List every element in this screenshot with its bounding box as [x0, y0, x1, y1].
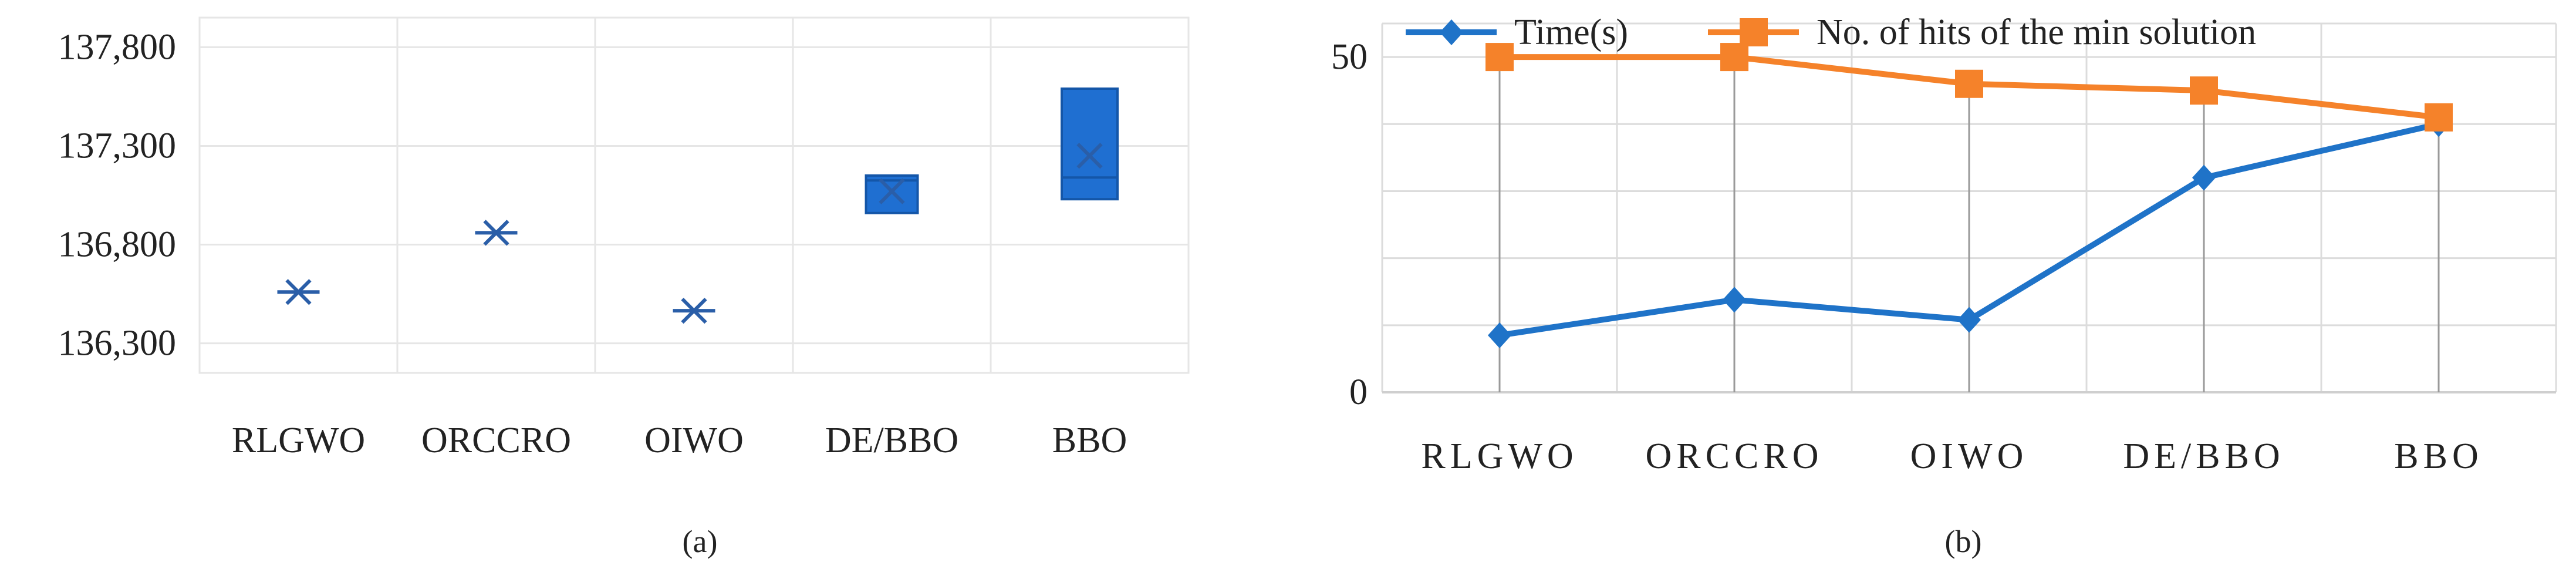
y-tick-label-b: 50 — [1331, 37, 1368, 77]
x-tick-label-a: DE/BBO — [825, 420, 958, 460]
y-tick-label-b: 0 — [1349, 372, 1368, 412]
y-tick-label-a: 136,800 — [58, 225, 177, 265]
data-point-diamond — [1488, 322, 1511, 348]
y-tick-label-a: 137,800 — [58, 27, 177, 67]
data-point-diamond — [1957, 307, 1981, 333]
data-point-diamond — [2192, 164, 2216, 191]
data-point-square — [1720, 43, 1748, 72]
data-point-square — [1955, 69, 1983, 98]
mean-marker — [1076, 143, 1103, 169]
x-tick-label-b: BBO — [2394, 436, 2483, 476]
mean-marker — [681, 298, 707, 324]
data-point-square — [2425, 103, 2453, 132]
box-4 — [1061, 88, 1119, 201]
box-3 — [865, 174, 919, 214]
data-point-diamond — [1723, 287, 1746, 313]
x-tick-label-b: OIWO — [1910, 436, 2028, 476]
legend-marker-diamond — [1440, 19, 1463, 45]
data-point-square — [1485, 43, 1514, 72]
x-tick-label-a: OIWO — [644, 420, 744, 460]
y-tick-label-a: 136,300 — [58, 324, 177, 364]
y-tick-label-a: 137,300 — [58, 126, 177, 166]
x-tick-label-a: RLGWO — [232, 420, 365, 460]
x-tick-label-b: RLGWO — [1421, 436, 1578, 476]
mean-marker — [285, 279, 312, 305]
legend-marker-square — [1740, 18, 1768, 46]
x-tick-label-b: DE/BBO — [2123, 436, 2284, 476]
data-point-square — [2190, 76, 2218, 105]
legend-label: No. of hits of the min solution — [1817, 12, 2256, 52]
plot-area-a — [198, 16, 1190, 374]
panel-label-a: (a) — [683, 524, 718, 559]
x-tick-label-a: BBO — [1052, 420, 1127, 460]
x-tick-label-b: ORCCRO — [1646, 436, 1824, 476]
x-tick-label-a: ORCCRO — [421, 420, 571, 460]
mean-marker — [483, 220, 509, 246]
mean-marker — [879, 178, 905, 204]
legend-label: Time(s) — [1514, 12, 1628, 52]
panel-label-b: (b) — [1945, 524, 1982, 559]
